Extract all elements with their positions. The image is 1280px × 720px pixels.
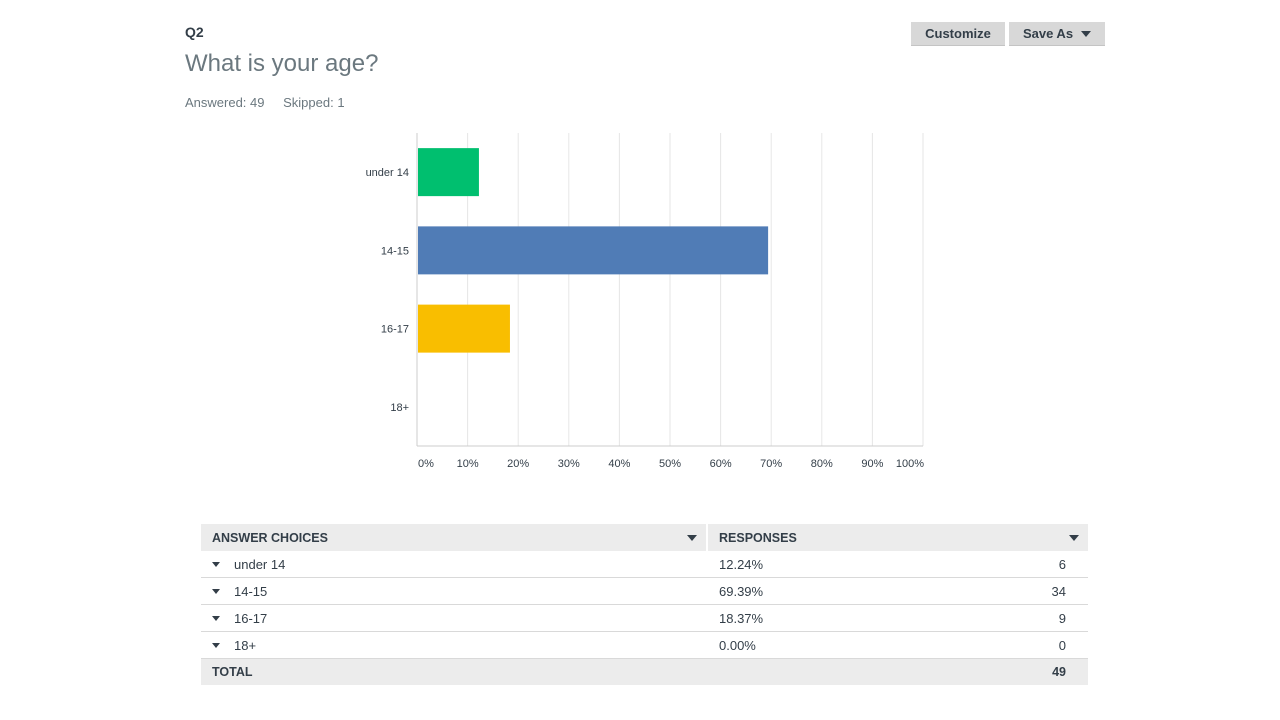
category-label: 16-17: [381, 324, 409, 336]
response-count: 0: [1058, 637, 1066, 653]
total-count: 49: [1052, 665, 1066, 679]
choice-label: 16-17: [234, 610, 268, 626]
sort-caret-icon[interactable]: [1069, 534, 1079, 541]
response-percent: 0.00%: [719, 637, 756, 653]
x-tick-label: 100%: [896, 458, 924, 470]
caret-down-icon: [1081, 30, 1092, 37]
skipped-count: Skipped: 1: [283, 95, 345, 110]
x-tick-label: 20%: [507, 458, 529, 470]
response-count: 9: [1058, 610, 1066, 626]
total-label: TOTAL: [212, 665, 253, 679]
response-stats: Answered: 49 Skipped: 1: [185, 95, 360, 110]
table-row: 18+ 0.00% 0: [201, 632, 1088, 659]
column-header-responses[interactable]: RESPONSES: [708, 524, 1088, 551]
customize-button-label: Customize: [925, 26, 991, 41]
category-label: 18+: [390, 402, 409, 414]
table-row: 16-17 18.37% 9: [201, 605, 1088, 632]
response-count: 6: [1058, 556, 1066, 572]
answered-count: Answered: 49: [185, 95, 265, 110]
x-tick-label: 70%: [760, 458, 782, 470]
choice-label: 14-15: [234, 583, 268, 599]
x-tick-label: 50%: [659, 458, 681, 470]
column-header-responses-label: RESPONSES: [719, 530, 797, 545]
bar: [418, 226, 769, 275]
category-label: under 14: [366, 167, 409, 179]
customize-button[interactable]: Customize: [911, 22, 1005, 46]
x-tick-label: 60%: [710, 458, 732, 470]
expand-caret-icon[interactable]: [212, 642, 220, 648]
total-row: TOTAL 49: [201, 659, 1088, 685]
answer-table: ANSWER CHOICES RESPONSES under 14 12.24%…: [201, 524, 1088, 685]
expand-caret-icon[interactable]: [212, 615, 220, 621]
save-as-button[interactable]: Save As: [1009, 22, 1105, 46]
x-tick-label: 0%: [418, 458, 434, 470]
table-row: under 14 12.24% 6: [201, 551, 1088, 578]
table-header: ANSWER CHOICES RESPONSES: [201, 524, 1088, 551]
x-tick-label: 10%: [457, 458, 479, 470]
expand-caret-icon[interactable]: [212, 561, 220, 567]
choice-label: 18+: [234, 637, 257, 653]
expand-caret-icon[interactable]: [212, 588, 220, 594]
x-tick-label: 80%: [811, 458, 833, 470]
column-header-choices[interactable]: ANSWER CHOICES: [201, 524, 708, 551]
column-header-choices-label: ANSWER CHOICES: [212, 530, 328, 545]
category-label: 14-15: [381, 245, 409, 257]
age-bar-chart: under 14 14-15 16-17 18+ 0% 10% 20% 30% 40% 50% 60…: [366, 133, 924, 470]
save-as-button-label: Save As: [1022, 26, 1074, 41]
x-tick-label: 30%: [558, 458, 580, 470]
x-tick-label: 40%: [608, 458, 630, 470]
response-percent: 69.39%: [719, 583, 764, 599]
response-percent: 18.37%: [719, 610, 764, 626]
question-title: What is your age?: [185, 50, 379, 77]
choice-label: under 14: [234, 556, 286, 572]
x-tick-label: 90%: [861, 458, 883, 470]
bar: [418, 304, 510, 353]
response-percent: 12.24%: [719, 556, 764, 572]
bar: [418, 148, 479, 197]
question-number: Q2: [185, 24, 204, 40]
table-row: 14-15 69.39% 34: [201, 578, 1088, 605]
sort-caret-icon[interactable]: [687, 534, 697, 541]
response-count: 34: [1051, 583, 1066, 599]
